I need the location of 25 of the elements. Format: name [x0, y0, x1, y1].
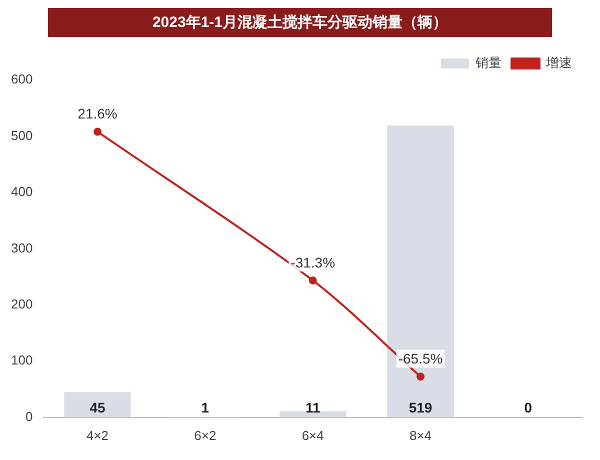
data-label: 519: [408, 399, 432, 416]
y-tick-label: 600: [10, 72, 33, 87]
data-label: -31.3%: [290, 254, 336, 270]
y-tick-label: 400: [10, 184, 33, 200]
y-tick-label: 500: [10, 128, 33, 143]
x-tick-label: 6×2: [194, 428, 216, 443]
bar: [64, 392, 131, 418]
x-tick-label: 8×4: [409, 428, 432, 443]
y-tick-label: 200: [10, 296, 33, 312]
x-tick-label: 6×4: [302, 428, 324, 443]
bar: [279, 411, 346, 418]
y-tick-label: 100: [10, 352, 33, 368]
legend-label: 增速: [545, 55, 572, 70]
y-tick-label: 0: [25, 408, 33, 424]
data-label: 45: [90, 399, 106, 416]
y-tick-label: 300: [10, 240, 33, 256]
data-label: 0: [524, 399, 532, 416]
data-label: 1: [201, 399, 210, 416]
legend-label: 销量: [474, 55, 502, 70]
chart-title: 2023年1-1月混凝土搅拌车分驱动销量（辆）: [48, 8, 552, 37]
x-tick-label: 4×2: [86, 428, 109, 443]
data-label: 11: [305, 399, 320, 416]
bar: [387, 126, 454, 418]
data-label: 21.6%: [78, 106, 118, 122]
data-label: -65.5%: [398, 350, 443, 366]
